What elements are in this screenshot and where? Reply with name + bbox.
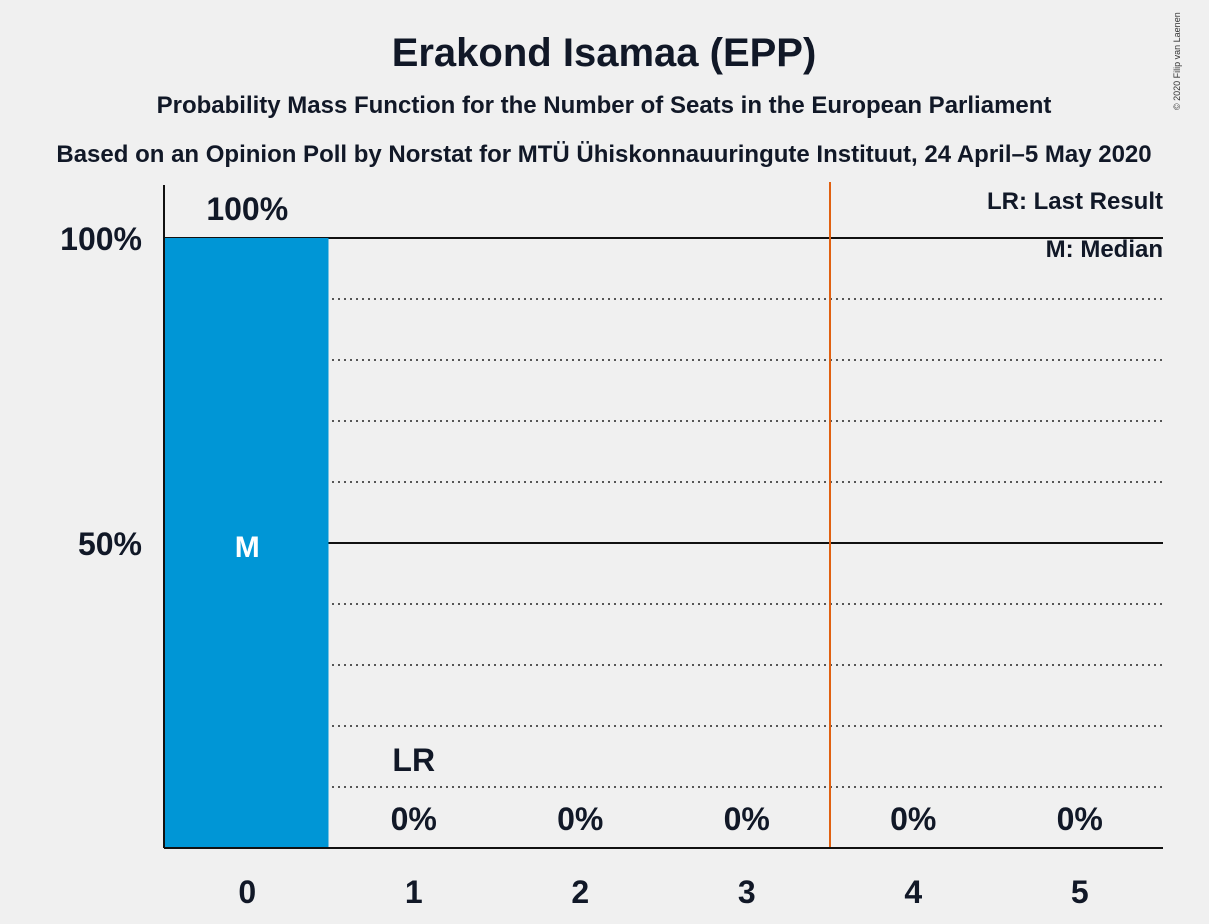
bar-value-label: 100%: [206, 191, 288, 227]
y-tick-label: 100%: [60, 221, 142, 257]
bar-value-label: 0%: [557, 801, 603, 837]
x-tick-label: 4: [904, 874, 922, 910]
bar-value-label: 0%: [1057, 801, 1103, 837]
bar-value-label: 0%: [391, 801, 437, 837]
plot-area: 50% 100% 100% 0% 0% 0% 0% 0% M LR 0 1 2 3 4 5 LR: Last R…: [60, 182, 1163, 910]
median-marker: M: [235, 531, 260, 564]
copyright-note: © 2020 Filip van Laenen: [1172, 12, 1182, 110]
legend-entry: M: Median: [1046, 236, 1163, 263]
y-tick-label: 50%: [78, 526, 142, 562]
x-tick-label: 2: [571, 874, 589, 910]
x-tick-label: 5: [1071, 874, 1089, 910]
bar: [164, 238, 329, 848]
bar-value-label: 0%: [724, 801, 770, 837]
last-result-marker: LR: [392, 742, 435, 778]
x-tick-label: 0: [238, 874, 256, 910]
chart-title: Erakond Isamaa (EPP): [392, 31, 817, 75]
legend-entry: LR: Last Result: [987, 188, 1163, 215]
x-tick-label: 1: [405, 874, 423, 910]
chart-subtitle: Probability Mass Function for the Number…: [157, 92, 1052, 119]
bar-value-label: 0%: [890, 801, 936, 837]
x-tick-label: 3: [738, 874, 756, 910]
chart-subtitle-poll: Based on an Opinion Poll by Norstat for …: [56, 141, 1151, 168]
